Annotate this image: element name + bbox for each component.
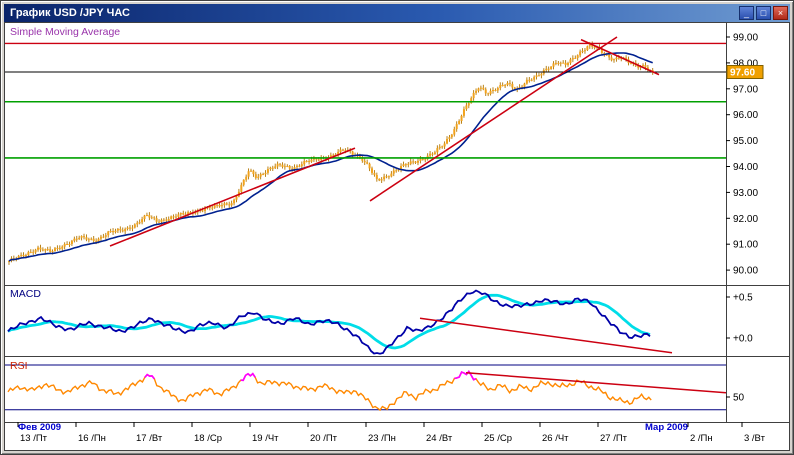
- date-label: 2 /Пн: [690, 433, 713, 444]
- price-axis-label: 98.00: [733, 58, 758, 69]
- rsi-hot-segment: [454, 370, 477, 381]
- date-label: 25 /Ср: [484, 433, 512, 444]
- date-label: 19 /Чт: [252, 433, 279, 444]
- trendline-1[interactable]: [109, 147, 356, 247]
- last-price-tag-text: 97.60: [730, 67, 755, 78]
- chart-area: Simple Moving Average MACD RSI 99.00 98.00 97…: [4, 22, 790, 451]
- rsi-line: [7, 370, 652, 412]
- rsi-hot-segment: [144, 373, 156, 380]
- trendline-3[interactable]: [580, 38, 660, 76]
- price-axis-label: 97.00: [733, 84, 758, 95]
- price-axis-label: 90.00: [733, 266, 758, 277]
- sma-label: Simple Moving Average: [10, 26, 120, 38]
- minimize-button[interactable]: _: [739, 6, 754, 20]
- macd-label: MACD: [10, 288, 41, 300]
- macd-axis-label: +0.0: [733, 334, 753, 345]
- price-axis-label: 91.00: [733, 240, 758, 251]
- macd-axis-label: +0.5: [733, 293, 753, 304]
- date-label: 20 /Пт: [310, 433, 338, 444]
- trendline-2[interactable]: [369, 36, 618, 202]
- sma-line: [8, 52, 653, 262]
- window-controls: _ □ ×: [739, 6, 788, 20]
- date-label: 18 /Ср: [194, 433, 222, 444]
- last-price-tag[interactable]: [726, 65, 764, 79]
- price-axis-label: 92.00: [733, 214, 758, 225]
- date-label: 13 /Пт: [20, 433, 48, 444]
- macd-line: [7, 289, 651, 355]
- rsi-trendline[interactable]: [465, 371, 727, 394]
- date-label: 3 /Вт: [744, 433, 766, 444]
- price-axis-label: 94.00: [733, 162, 758, 173]
- close-button[interactable]: ×: [773, 6, 788, 20]
- rsi-axis-label: 50: [733, 393, 745, 404]
- rsi-label: RSI: [10, 360, 28, 372]
- month-label: Фев 2009: [18, 422, 61, 433]
- price-axis-label: 93.00: [733, 188, 758, 199]
- titlebar[interactable]: График USD /JPY ЧАС _ □ ×: [4, 4, 790, 22]
- date-label: 26 /Чт: [542, 433, 569, 444]
- date-label: 17 /Вт: [136, 433, 163, 444]
- date-label: 27 /Пт: [600, 433, 628, 444]
- month-label: Мар 2009: [645, 422, 688, 433]
- macd-trendline[interactable]: [419, 317, 673, 354]
- maximize-button[interactable]: □: [756, 6, 771, 20]
- price-axis-label: 95.00: [733, 136, 758, 147]
- macd-signal-line: [7, 293, 651, 350]
- price-axis-label: 99.00: [733, 33, 758, 44]
- window-title: График USD /JPY ЧАС: [10, 7, 130, 19]
- chart-canvas[interactable]: Simple Moving AverageMACDRSI99.0098.0097…: [4, 22, 790, 451]
- price-axis-label: 96.00: [733, 110, 758, 121]
- rsi-hot-segment: [240, 372, 256, 382]
- date-label: 23 /Пн: [368, 433, 396, 444]
- date-label: 16 /Пн: [78, 433, 106, 444]
- candles: [8, 41, 654, 265]
- date-label: 24 /Вт: [426, 433, 453, 444]
